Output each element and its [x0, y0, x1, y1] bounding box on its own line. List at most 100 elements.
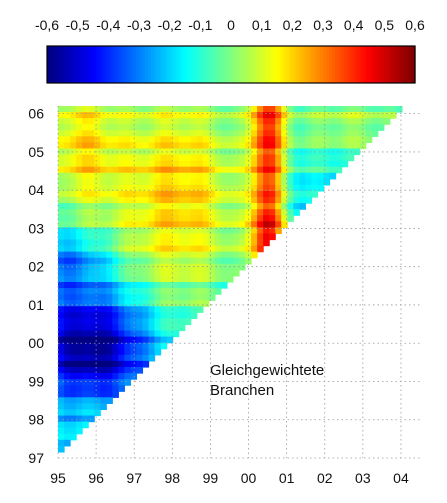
heatmap-cell: [118, 385, 125, 392]
heatmap-cell: [148, 342, 156, 350]
heatmap-cell: [353, 130, 361, 137]
heatmap-cell: [88, 106, 95, 113]
heatmap-cell: [239, 130, 246, 137]
heatmap-cell: [202, 106, 210, 113]
heatmap-cell: [154, 118, 162, 125]
colorbar-segment: [408, 46, 413, 83]
heatmap-cell: [208, 294, 216, 301]
heatmap-cell: [100, 239, 107, 247]
heatmap-cell: [220, 178, 228, 186]
heatmap-cell: [245, 172, 252, 180]
heatmap-cell: [64, 106, 71, 113]
heatmap-cell: [190, 227, 198, 235]
heatmap-cell: [76, 312, 83, 320]
colorbar-segment: [289, 46, 293, 83]
heatmap-cell: [148, 142, 156, 150]
heatmap-cell: [70, 142, 77, 150]
heatmap-cell: [214, 251, 222, 259]
heatmap-cell: [112, 269, 119, 277]
heatmap-cell: [269, 106, 276, 113]
heatmap-cell: [232, 209, 240, 216]
heatmap-cell: [64, 251, 71, 259]
heatmap-cell: [58, 221, 65, 228]
heatmap-cell: [160, 306, 168, 313]
heatmap-cell: [82, 118, 89, 125]
heatmap-cell: [106, 221, 113, 228]
heatmap-cell: [178, 300, 186, 307]
heatmap-cell: [184, 263, 192, 271]
colorbar-segment: [71, 46, 76, 83]
heatmap-cell: [299, 112, 306, 119]
heatmap-cell: [106, 251, 113, 259]
heatmap-cell: [148, 330, 156, 338]
heatmap-cell: [94, 233, 101, 241]
heatmap-cell: [106, 306, 113, 313]
heatmap-cell: [70, 257, 77, 265]
heatmap-cell: [58, 433, 65, 441]
heatmap-cell: [251, 209, 258, 216]
colorbar-segment: [221, 46, 226, 83]
heatmap-cell: [239, 221, 246, 228]
heatmap-cell: [299, 148, 306, 156]
heatmap-cell: [82, 275, 89, 283]
colorbar-segment: [393, 46, 398, 83]
heatmap-cell: [184, 221, 192, 228]
heatmap-cell: [154, 166, 162, 174]
heatmap-cell: [214, 136, 222, 144]
heatmap-cell: [160, 136, 168, 144]
heatmap-cell: [58, 385, 65, 392]
heatmap-cell: [70, 233, 77, 241]
colorbar-segment: [335, 46, 339, 83]
heatmap-cell: [118, 124, 125, 131]
heatmap-cell: [136, 275, 144, 283]
heatmap-cell: [202, 118, 210, 125]
heatmap-cell: [70, 275, 77, 283]
heatmap-cell: [136, 184, 144, 192]
heatmap-cell: [251, 221, 258, 228]
heatmap-cell: [70, 190, 77, 198]
heatmap-cell: [178, 148, 186, 156]
heatmap-cell: [214, 106, 222, 113]
heatmap-cell: [341, 130, 349, 137]
heatmap-cell: [323, 178, 331, 186]
heatmap-cell: [232, 130, 240, 137]
heatmap-cell: [220, 275, 228, 283]
heatmap-cell: [58, 373, 65, 380]
colorbar-segment: [295, 46, 300, 83]
heatmap-cell: [124, 366, 131, 374]
heatmap-cell: [251, 178, 258, 186]
colorbar-segment: [369, 46, 373, 83]
heatmap-cell: [184, 318, 192, 326]
heatmap-cell: [88, 239, 95, 247]
heatmap-cell: [136, 263, 144, 271]
heatmap-cell: [88, 221, 95, 228]
heatmap-cell: [287, 112, 294, 119]
heatmap-cell: [287, 136, 294, 144]
heatmap-cell: [112, 172, 119, 180]
colorbar-segment: [234, 46, 238, 83]
heatmap-cell: [118, 366, 125, 374]
heatmap-cell: [142, 124, 150, 131]
heatmap-cell: [148, 348, 156, 356]
heatmap-cell: [226, 221, 234, 228]
colorbar-segment: [197, 46, 201, 83]
heatmap-cell: [335, 106, 343, 113]
heatmap-cell: [94, 142, 101, 150]
heatmap-cell: [178, 190, 186, 198]
colorbar-tick-label: 0: [227, 17, 235, 33]
heatmap-cell: [100, 330, 107, 338]
heatmap-cell: [251, 112, 258, 119]
heatmap-cell: [178, 209, 186, 216]
heatmap-cell: [275, 190, 282, 198]
heatmap-cell: [257, 197, 264, 204]
heatmap-cell: [190, 197, 198, 204]
heatmap-cell: [64, 154, 71, 162]
heatmap-cell: [287, 106, 294, 113]
heatmap-cell: [136, 118, 144, 125]
y-tick-label: 00: [28, 335, 44, 351]
heatmap-cell: [88, 306, 95, 313]
heatmap-cell: [269, 197, 276, 204]
heatmap-cell: [172, 294, 180, 301]
heatmap-cell: [160, 239, 168, 247]
heatmap-cell: [347, 118, 355, 125]
